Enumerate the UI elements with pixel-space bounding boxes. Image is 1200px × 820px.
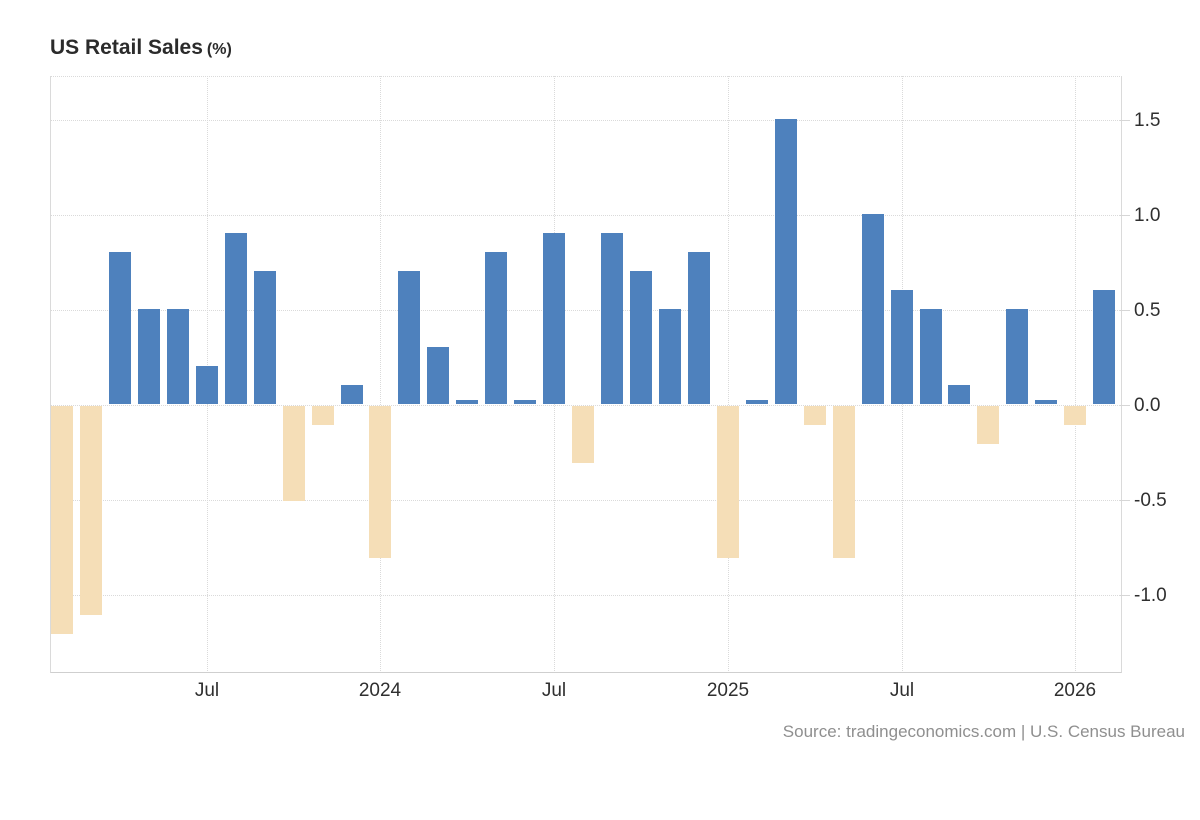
bar-2025-02[interactable] [746,400,768,404]
bar-2024-07[interactable] [543,233,565,404]
bar-2025-03[interactable] [775,119,797,404]
y-tick [1120,405,1130,406]
x-gridline [380,76,381,671]
y-axis-label: 1.0 [1134,205,1161,226]
bar-2025-05[interactable] [833,406,855,558]
bar-2026-02[interactable] [1093,290,1115,404]
bar-2023-10[interactable] [283,406,305,501]
bar-2026-01[interactable] [1064,406,1086,425]
bar-2024-02[interactable] [398,271,420,404]
x-axis-label: Jul [541,680,567,701]
bar-2025-12[interactable] [1035,400,1057,404]
bar-2023-06[interactable] [167,309,189,404]
y-tick [1120,500,1130,501]
x-axis-label: 2026 [1053,680,1097,701]
bar-2024-08[interactable] [572,406,594,463]
x-axis-label: 2024 [358,680,402,701]
chart-title: US Retail Sales (%) [50,36,232,60]
bar-2024-04[interactable] [456,400,478,404]
x-axis-label: 2025 [706,680,750,701]
bar-2025-09[interactable] [948,385,970,404]
bar-2024-03[interactable] [427,347,449,404]
x-gridline [1075,76,1076,671]
chart-title-unit: (%) [206,41,232,58]
y-axis-label: -0.5 [1134,490,1167,511]
bar-2024-05[interactable] [485,252,507,404]
plot-area [50,76,1122,673]
bar-2023-04[interactable] [109,252,131,404]
y-tick [1120,120,1130,121]
bar-2025-06[interactable] [862,214,884,404]
bar-2024-09[interactable] [601,233,623,404]
bar-2024-10[interactable] [630,271,652,404]
y-gridline [50,500,1120,501]
bar-2023-03[interactable] [80,406,102,615]
y-tick [1120,310,1130,311]
y-tick [1120,215,1130,216]
y-gridline [50,120,1120,121]
x-gridline [728,76,729,671]
bar-2025-08[interactable] [920,309,942,404]
bar-2025-11[interactable] [1006,309,1028,404]
bar-2023-02[interactable] [51,406,73,634]
bar-2023-07[interactable] [196,366,218,404]
bar-2023-12[interactable] [341,385,363,404]
bar-2024-11[interactable] [659,309,681,404]
bar-2023-08[interactable] [225,233,247,404]
y-gridline [50,310,1120,311]
y-gridline [50,215,1120,216]
y-axis-label: 0.0 [1134,395,1161,416]
y-gridline [50,405,1120,406]
y-axis-label: 1.5 [1134,110,1161,131]
bar-2025-10[interactable] [977,406,999,444]
bar-2023-11[interactable] [312,406,334,425]
x-axis-label: Jul [194,680,220,701]
chart-title-text: US Retail Sales [50,36,203,59]
x-axis-label: Jul [889,680,915,701]
y-tick [1120,595,1130,596]
y-axis-label: 0.5 [1134,300,1161,321]
source-attribution: Source: tradingeconomics.com | U.S. Cens… [782,722,1185,741]
y-gridline [50,595,1120,596]
bar-2023-09[interactable] [254,271,276,404]
bar-2024-01[interactable] [369,406,391,558]
bar-2025-04[interactable] [804,406,826,425]
bar-2024-06[interactable] [514,400,536,404]
bar-2025-01[interactable] [717,406,739,558]
bar-2025-07[interactable] [891,290,913,404]
bar-2023-05[interactable] [138,309,160,404]
y-axis-label: -1.0 [1134,585,1167,606]
bar-2024-12[interactable] [688,252,710,404]
